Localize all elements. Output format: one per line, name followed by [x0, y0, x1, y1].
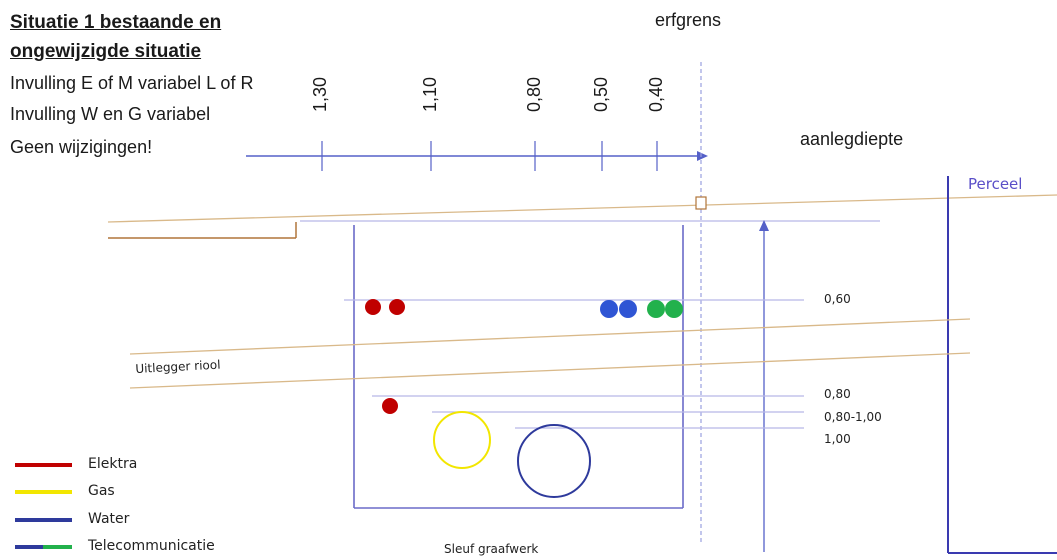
ground-line-upper [107, 194, 1057, 223]
erfgrens-marker [695, 196, 707, 210]
riool-line-lower [129, 352, 971, 389]
depth-label-0-80: 0,80 [824, 387, 851, 401]
legend [15, 463, 72, 549]
aanlegdiepte-label: aanlegdiepte [800, 129, 904, 149]
legend-label-telecommunicatie: Telecommunicatie [88, 538, 215, 554]
water-pipe [517, 424, 591, 498]
legend-label-water: Water [88, 511, 130, 527]
perceel-boundary [947, 176, 1057, 554]
elektra-cable-3 [382, 398, 398, 414]
erfgrens-label: erfgrens [655, 10, 722, 30]
top-axis [246, 141, 708, 171]
title-line-2: ongewijzigde situatie [10, 41, 202, 62]
elektra-cable-1 [365, 299, 381, 315]
aanlegdiepte-arrowhead [759, 220, 769, 231]
legend-label-gas: Gas [88, 483, 115, 499]
aanlegdiepte-arrow [759, 220, 769, 552]
telecom-green-cable-1 [647, 300, 665, 318]
info-line-2: Invulling W en G variabel [10, 104, 211, 124]
title-line-1: Situatie 1 bestaande en [10, 12, 222, 33]
perceel-label: Perceel [968, 175, 1023, 193]
trench [353, 225, 684, 509]
depth-label-0-80-1-00: 0,80-1,00 [824, 410, 882, 424]
riool-line-upper [129, 318, 971, 355]
depth-label-0-60: 0,60 [824, 292, 851, 306]
elektra-cable-2 [389, 299, 405, 315]
top-axis-arrowhead [697, 151, 708, 161]
legend-label-elektra: Elektra [88, 456, 138, 472]
depth-label-1-00: 1,00 [824, 432, 851, 446]
info-line-3: Geen wijzigingen! [10, 137, 153, 157]
sleuf-label: Sleuf graafwerk [444, 542, 539, 556]
gas-pipe [433, 411, 491, 469]
ground-surface [107, 194, 1057, 239]
riool-pipe [129, 318, 971, 389]
info-line-1: Invulling E of M variabel L of R [10, 73, 254, 93]
telecom-blue-cable-1 [600, 300, 618, 318]
telecom-green-cable-2 [665, 300, 683, 318]
telecom-blue-cable-2 [619, 300, 637, 318]
